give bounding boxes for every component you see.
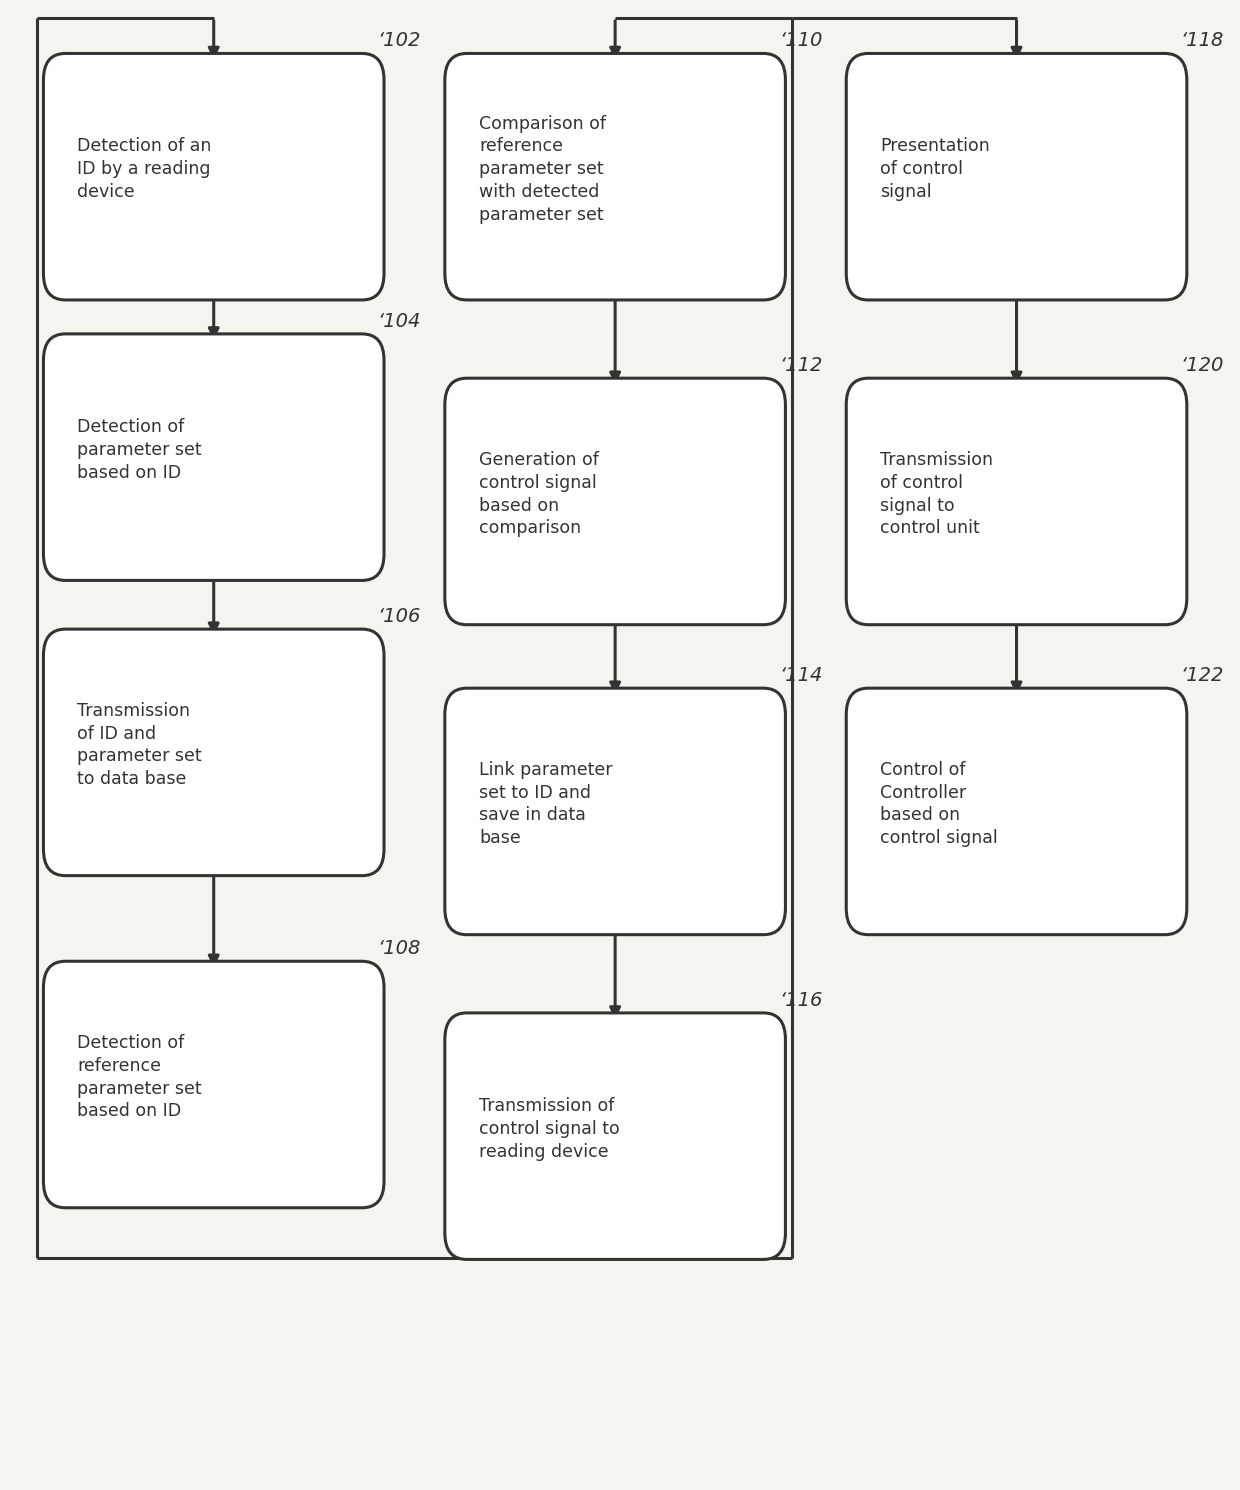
Text: Control of
Controller
based on
control signal: Control of Controller based on control s…	[880, 761, 998, 848]
Text: ‘104: ‘104	[378, 311, 422, 331]
FancyBboxPatch shape	[846, 378, 1187, 624]
Text: Generation of
control signal
based on
comparison: Generation of control signal based on co…	[479, 450, 599, 538]
Text: Transmission
of ID and
parameter set
to data base: Transmission of ID and parameter set to …	[77, 702, 202, 788]
FancyBboxPatch shape	[445, 54, 785, 299]
FancyBboxPatch shape	[846, 54, 1187, 299]
FancyBboxPatch shape	[846, 688, 1187, 934]
Text: ‘116: ‘116	[780, 991, 822, 1010]
Text: ‘110: ‘110	[780, 31, 822, 51]
Text: Transmission of
control signal to
reading device: Transmission of control signal to readin…	[479, 1097, 620, 1161]
FancyBboxPatch shape	[445, 688, 785, 934]
FancyBboxPatch shape	[43, 334, 384, 581]
Text: Detection of
parameter set
based on ID: Detection of parameter set based on ID	[77, 417, 202, 481]
Text: ‘114: ‘114	[780, 666, 822, 685]
Text: Link parameter
set to ID and
save in data
base: Link parameter set to ID and save in dat…	[479, 761, 613, 848]
Text: Detection of an
ID by a reading
device: Detection of an ID by a reading device	[77, 137, 212, 201]
Text: ‘122: ‘122	[1180, 666, 1224, 685]
Text: ‘102: ‘102	[378, 31, 422, 51]
FancyBboxPatch shape	[43, 629, 384, 876]
Text: Comparison of
reference
parameter set
with detected
parameter set: Comparison of reference parameter set wi…	[479, 115, 606, 224]
Text: Presentation
of control
signal: Presentation of control signal	[880, 137, 990, 201]
FancyBboxPatch shape	[43, 54, 384, 299]
Text: ‘112: ‘112	[780, 356, 822, 375]
FancyBboxPatch shape	[43, 961, 384, 1208]
Text: ‘120: ‘120	[1180, 356, 1224, 375]
Text: ‘106: ‘106	[378, 606, 422, 626]
Text: Detection of
reference
parameter set
based on ID: Detection of reference parameter set bas…	[77, 1034, 202, 1120]
Text: ‘118: ‘118	[1180, 31, 1224, 51]
Text: Transmission
of control
signal to
control unit: Transmission of control signal to contro…	[880, 450, 993, 538]
FancyBboxPatch shape	[445, 378, 785, 624]
Text: ‘108: ‘108	[378, 939, 422, 958]
FancyBboxPatch shape	[445, 1013, 785, 1259]
